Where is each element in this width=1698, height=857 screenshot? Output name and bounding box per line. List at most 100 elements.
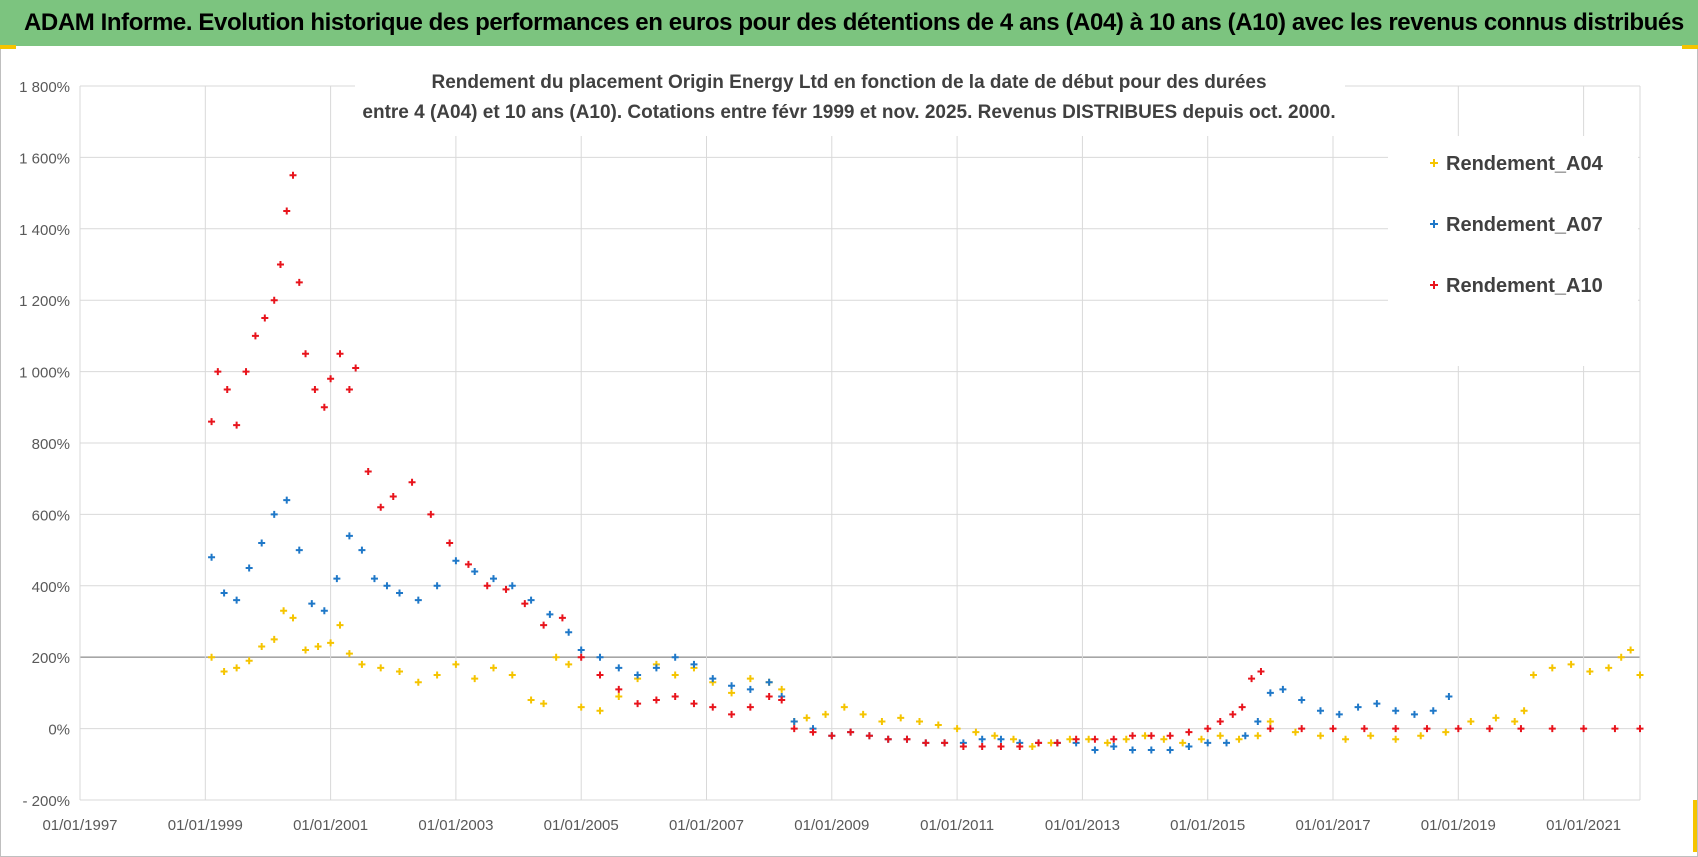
data-point: [242, 368, 250, 376]
data-point: [452, 557, 460, 565]
data-point: [471, 568, 479, 576]
data-point: [208, 418, 216, 426]
data-point: [1335, 710, 1343, 718]
data-point: [223, 385, 231, 393]
data-point: [558, 614, 566, 622]
data-point: [1197, 735, 1205, 743]
data-point: [1166, 746, 1174, 754]
x-tick-label: 01/01/2005: [544, 817, 619, 834]
data-point: [728, 682, 736, 690]
data-point: [652, 696, 660, 704]
data-point: [302, 350, 310, 358]
data-point: [1567, 660, 1575, 668]
data-point: [847, 728, 855, 736]
data-point: [972, 728, 980, 736]
data-point: [1410, 710, 1418, 718]
data-point: [364, 468, 372, 476]
data-point: [1248, 675, 1256, 683]
data-point: [352, 364, 360, 372]
y-tick-label: 600%: [32, 507, 70, 524]
data-point: [1617, 653, 1625, 661]
y-tick-label: 200%: [32, 650, 70, 667]
data-point: [690, 700, 698, 708]
data-point: [1009, 735, 1017, 743]
data-point: [615, 685, 623, 693]
data-point: [746, 685, 754, 693]
data-point: [452, 660, 460, 668]
data-point: [1016, 742, 1024, 750]
data-point: [295, 278, 303, 286]
data-point: [1392, 725, 1400, 733]
data-point: [1216, 732, 1224, 740]
y-tick-label: 1 600%: [19, 150, 70, 167]
data-point: [1298, 696, 1306, 704]
data-point: [615, 664, 623, 672]
data-point: [1316, 732, 1324, 740]
data-point: [433, 671, 441, 679]
x-tick-label: 01/01/1999: [168, 817, 243, 834]
data-point: [483, 582, 491, 590]
data-point: [251, 332, 259, 340]
data-point: [778, 685, 786, 693]
data-point: [383, 582, 391, 590]
axis-labels: - 200% 0% 200% 400% 600% 800% 1 000% 1 200% 1 40…: [19, 79, 1621, 834]
data-point: [1605, 664, 1613, 672]
data-point: [903, 735, 911, 743]
y-tick-label: 1 800%: [19, 79, 70, 96]
data-point: [941, 739, 949, 747]
data-point: [333, 575, 341, 583]
data-point: [884, 735, 892, 743]
data-point: [546, 610, 554, 618]
data-point: [1091, 746, 1099, 754]
data-point: [922, 739, 930, 747]
y-tick-label: 1 200%: [19, 293, 70, 310]
data-point: [1147, 732, 1155, 740]
y-tick-label: - 200%: [22, 793, 70, 810]
data-point: [1110, 742, 1118, 750]
y-tick-label: 1 400%: [19, 222, 70, 239]
data-point: [1122, 735, 1130, 743]
data-point: [245, 564, 253, 572]
data-point: [446, 539, 454, 547]
data-point: [1266, 689, 1274, 697]
chart-title: Rendement du placement Origin Energy Ltd…: [355, 64, 1345, 136]
data-point: [1147, 746, 1155, 754]
data-point: [327, 639, 335, 647]
data-point: [1028, 742, 1036, 750]
corner-mark-top-left: [0, 45, 16, 49]
data-point: [283, 496, 291, 504]
data-point: [1160, 735, 1168, 743]
data-point: [978, 742, 986, 750]
data-point: [320, 607, 328, 615]
data-point: [1520, 707, 1528, 715]
data-point: [1442, 728, 1450, 736]
data-point: [233, 596, 241, 604]
data-point: [1166, 732, 1174, 740]
data-point: [540, 700, 548, 708]
data-point: [233, 664, 241, 672]
data-point: [220, 667, 228, 675]
data-point: [358, 546, 366, 554]
data-point: [1072, 735, 1080, 743]
data-point: [489, 575, 497, 583]
data-point: [728, 710, 736, 718]
data-point: [1141, 732, 1149, 740]
data-point: [396, 589, 404, 597]
x-tick-label: 01/01/2007: [669, 817, 744, 834]
data-point: [508, 582, 516, 590]
data-point: [540, 621, 548, 629]
data-point: [790, 717, 798, 725]
data-point: [208, 553, 216, 561]
data-point: [308, 600, 316, 608]
data-point: [1360, 725, 1368, 733]
x-tick-label: 01/01/2011: [920, 817, 994, 834]
data-point: [1257, 667, 1265, 675]
data-point: [320, 403, 328, 411]
series-Rendement_A10: [208, 171, 1644, 750]
data-point: [1204, 725, 1212, 733]
x-tick-label: 01/01/2001: [293, 817, 368, 834]
data-point: [959, 742, 967, 750]
data-point: [565, 660, 573, 668]
data-point: [1053, 739, 1061, 747]
chart-title-line2: entre 4 (A04) et 10 ans (A10). Cotations…: [362, 102, 1335, 123]
